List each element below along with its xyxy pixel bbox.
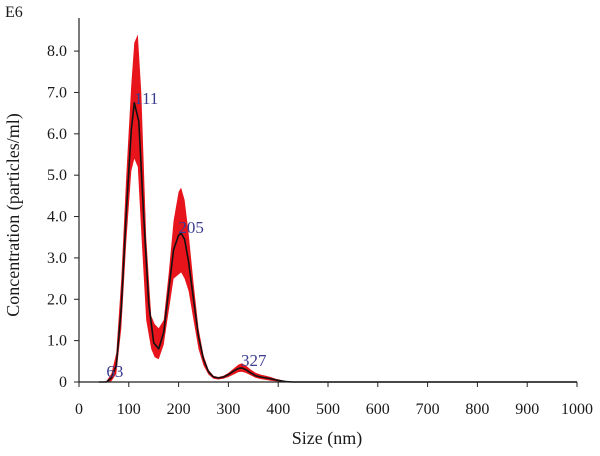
y-tick-label: 1.0 bbox=[47, 333, 67, 350]
y-tick-label: 5.0 bbox=[47, 167, 67, 184]
x-tick-label: 100 bbox=[117, 401, 141, 418]
x-tick-label: 0 bbox=[75, 401, 83, 418]
x-tick-label: 900 bbox=[515, 401, 539, 418]
y-tick-label: 6.0 bbox=[47, 126, 67, 143]
axes: 0 100 200 300 400 500 600 700 800 900 1000 0 1.0 2.0 3… bbox=[47, 18, 593, 418]
peak-label-111: 111 bbox=[134, 89, 158, 108]
plot-area: 63 111 205 327 bbox=[98, 34, 577, 383]
error-band bbox=[98, 34, 294, 382]
peak-label-205: 205 bbox=[178, 218, 204, 237]
y-tick-label: 4.0 bbox=[47, 209, 67, 226]
peak-label-327: 327 bbox=[241, 351, 267, 370]
x-tick-label: 200 bbox=[167, 401, 191, 418]
x-tick-label: 600 bbox=[366, 401, 390, 418]
x-tick-label: 400 bbox=[266, 401, 290, 418]
y-scale-label: E6 bbox=[5, 4, 23, 21]
x-tick-label: 500 bbox=[316, 401, 340, 418]
y-tick-label: 2.0 bbox=[47, 291, 67, 308]
y-axis-title: Concentration (particles/ml) bbox=[3, 113, 24, 316]
x-tick-label: 1000 bbox=[561, 401, 593, 418]
y-tick-label: 7.0 bbox=[47, 84, 67, 101]
y-tick-label: 8.0 bbox=[47, 43, 67, 60]
peak-label-63: 63 bbox=[106, 362, 123, 381]
y-tick-label: 0 bbox=[59, 374, 67, 391]
x-axis-title: Size (nm) bbox=[292, 428, 362, 449]
x-tick-label: 300 bbox=[216, 401, 240, 418]
y-tick-label: 3.0 bbox=[47, 250, 67, 267]
x-tick-label: 700 bbox=[416, 401, 440, 418]
x-tick-label: 800 bbox=[465, 401, 489, 418]
mean-concentration-line bbox=[98, 102, 577, 383]
